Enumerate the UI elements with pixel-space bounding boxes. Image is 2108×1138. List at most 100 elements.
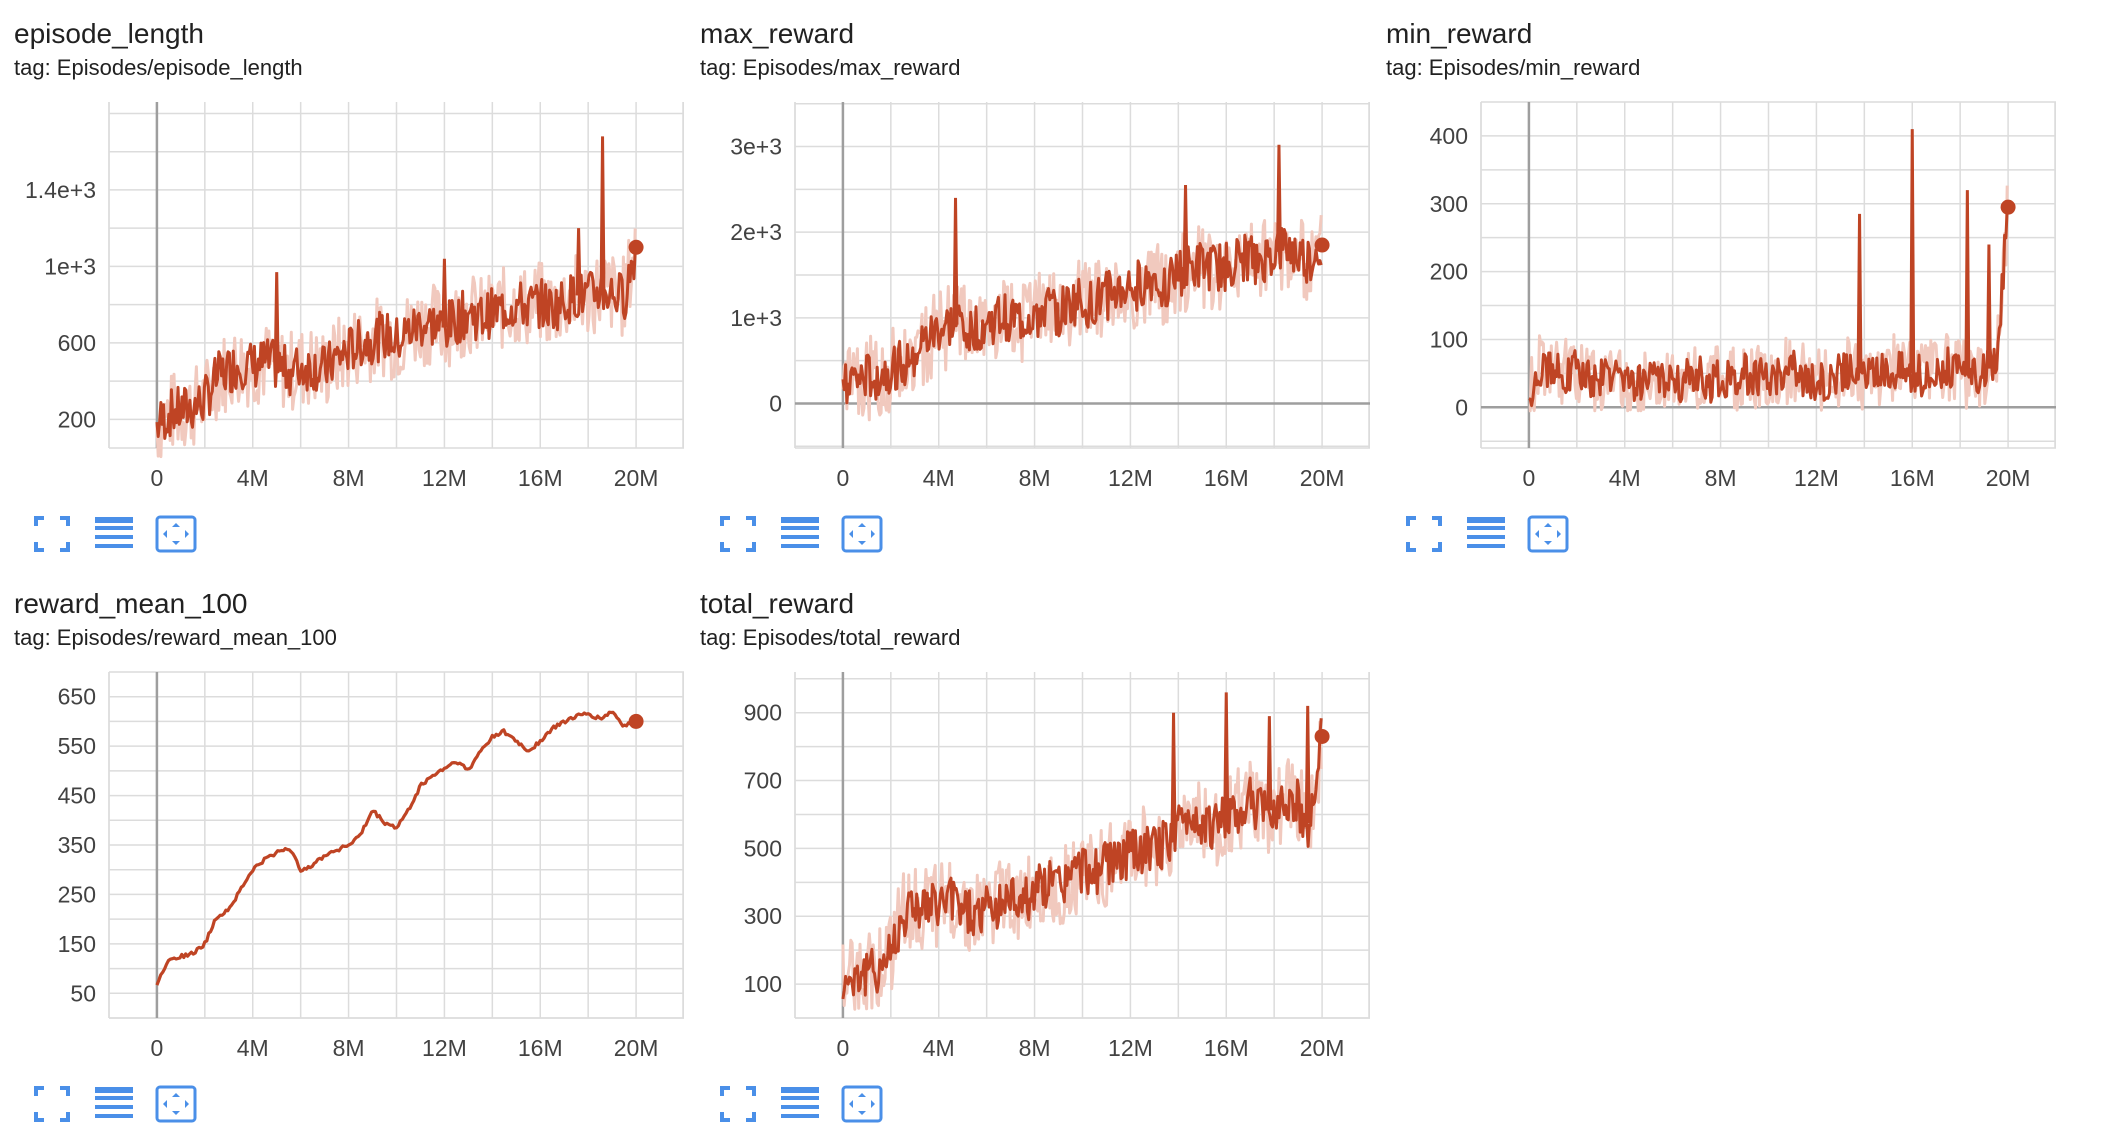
fit-domain-button[interactable]: [154, 512, 198, 556]
x-tick-label: 12M: [1794, 465, 1839, 491]
series-spike: [599, 136, 606, 291]
card-tag: tag: Episodes/episode_length: [14, 55, 303, 80]
fullscreen-button[interactable]: [30, 1082, 74, 1126]
series-spike: [1170, 712, 1177, 834]
fullscreen-icon: [34, 516, 70, 552]
fit-domain-button[interactable]: [840, 1082, 884, 1126]
series-group: [155, 710, 637, 986]
chart-card-max-reward: max_reward tag: Episodes/max_reward 0 4M 8…: [700, 0, 1370, 560]
y-tick-label: 50: [70, 980, 96, 1006]
x-tick-label: 20M: [614, 465, 659, 491]
last-point-marker[interactable]: [1314, 728, 1330, 744]
x-tick-label: 0: [837, 1035, 850, 1061]
fit-domain-button[interactable]: [154, 1082, 198, 1126]
x-tick-label: 12M: [422, 1035, 467, 1061]
series-group: [841, 692, 1323, 1011]
x-tick-label: 4M: [923, 1035, 955, 1061]
x-tick-label: 16M: [1204, 465, 1249, 491]
x-tick-label: 20M: [614, 1035, 659, 1061]
x-tick-label: 4M: [237, 1035, 269, 1061]
last-point-marker[interactable]: [628, 239, 644, 255]
fit-domain-icon: [155, 1085, 197, 1123]
card-title: total_reward: [700, 588, 855, 619]
x-tick-label: 16M: [1890, 465, 1935, 491]
data-table-icon: [95, 517, 133, 548]
fullscreen-button[interactable]: [716, 1082, 760, 1126]
fit-domain-icon: [841, 515, 883, 553]
y-tick-label: 1e+3: [730, 305, 782, 331]
fullscreen-button[interactable]: [716, 512, 760, 556]
x-tick-label: 20M: [1300, 465, 1345, 491]
line-chart[interactable]: 0 4M 8M 12M 16M 20M 100 300 500 700 900: [700, 664, 1370, 1074]
fit-domain-button[interactable]: [840, 512, 884, 556]
data-table-button[interactable]: [1464, 512, 1508, 556]
x-tick-label: 8M: [1019, 1035, 1051, 1061]
x-tick-label: 8M: [333, 465, 365, 491]
fullscreen-icon: [720, 516, 756, 552]
series-group: [1528, 129, 2009, 413]
x-tick-label: 8M: [1705, 465, 1737, 491]
x-tick-label: 16M: [1204, 1035, 1249, 1061]
card-tag: tag: Episodes/total_reward: [700, 625, 961, 650]
line-chart[interactable]: 0 4M 8M 12M 16M 20M 0 100 200 300 400: [1386, 94, 2056, 504]
card-title: max_reward: [700, 18, 855, 49]
x-tick-label: 4M: [237, 465, 269, 491]
x-tick-label: 12M: [422, 465, 467, 491]
series-spike: [1856, 213, 1863, 373]
x-tick-label: 0: [151, 465, 164, 491]
x-tick-label: 8M: [1019, 465, 1051, 491]
y-tick-label: 200: [58, 406, 96, 432]
x-tick-label: 0: [837, 465, 850, 491]
y-tick-label: 500: [744, 835, 782, 861]
data-table-button[interactable]: [92, 1082, 136, 1126]
y-tick-label: 0: [1455, 394, 1468, 420]
x-tick-label: 0: [1523, 465, 1536, 491]
y-tick-label: 450: [58, 783, 96, 809]
series-spike: [1182, 185, 1189, 273]
data-table-button[interactable]: [778, 1082, 822, 1126]
x-tick-label: 16M: [518, 1035, 563, 1061]
last-point-marker[interactable]: [1314, 237, 1330, 253]
last-point-marker[interactable]: [2000, 199, 2016, 215]
data-table-icon: [95, 1087, 133, 1118]
fit-domain-button[interactable]: [1526, 512, 1570, 556]
fullscreen-button[interactable]: [30, 512, 74, 556]
data-table-icon: [781, 1087, 819, 1118]
y-tick-label: 900: [744, 700, 782, 726]
y-tick-label: 150: [58, 931, 96, 957]
chart-card-total-reward: total_reward tag: Episodes/total_reward …: [700, 570, 1370, 1130]
fullscreen-icon: [34, 1086, 70, 1122]
last-point-marker[interactable]: [628, 713, 644, 729]
y-tick-label: 300: [744, 903, 782, 929]
x-tick-label: 12M: [1108, 465, 1153, 491]
y-tick-label: 100: [744, 971, 782, 997]
x-tick-label: 16M: [518, 465, 563, 491]
y-tick-label: 1.4e+3: [25, 177, 96, 203]
data-table-button[interactable]: [92, 512, 136, 556]
card-tag: tag: Episodes/reward_mean_100: [14, 625, 337, 650]
line-chart[interactable]: 0 4M 8M 12M 16M 20M 0 1e+3 2e+3 3e+3: [700, 94, 1370, 504]
x-tick-label: 4M: [923, 465, 955, 491]
chart-card-episode-length: episode_length tag: Episodes/episode_len…: [14, 0, 684, 560]
fullscreen-button[interactable]: [1402, 512, 1446, 556]
y-tick-label: 350: [58, 832, 96, 858]
data-table-button[interactable]: [778, 512, 822, 556]
y-tick-label: 2e+3: [730, 219, 782, 245]
series-spike: [1266, 716, 1273, 811]
x-tick-label: 0: [151, 1035, 164, 1061]
y-tick-label: 700: [744, 768, 782, 794]
series-spike: [273, 272, 280, 366]
chart-card-reward-mean-100: reward_mean_100 tag: Episodes/reward_mea…: [14, 570, 684, 1130]
data-table-icon: [1467, 517, 1505, 548]
y-tick-label: 200: [1430, 259, 1468, 285]
card-tag: tag: Episodes/min_reward: [1386, 55, 1641, 80]
y-tick-label: 400: [1430, 123, 1468, 149]
series-line: [1528, 208, 2009, 408]
fit-domain-icon: [841, 1085, 883, 1123]
x-tick-label: 20M: [1986, 465, 2031, 491]
line-chart[interactable]: 0 4M 8M 12M 16M 20M 50 150 250 350 450 550 650: [14, 664, 684, 1074]
line-chart[interactable]: 0 4M 8M 12M 16M 20M 200 600 1e+3 1.4e+3: [14, 94, 684, 504]
y-tick-label: 600: [58, 330, 96, 356]
y-tick-label: 650: [58, 684, 96, 710]
series-spike: [1985, 244, 1992, 369]
